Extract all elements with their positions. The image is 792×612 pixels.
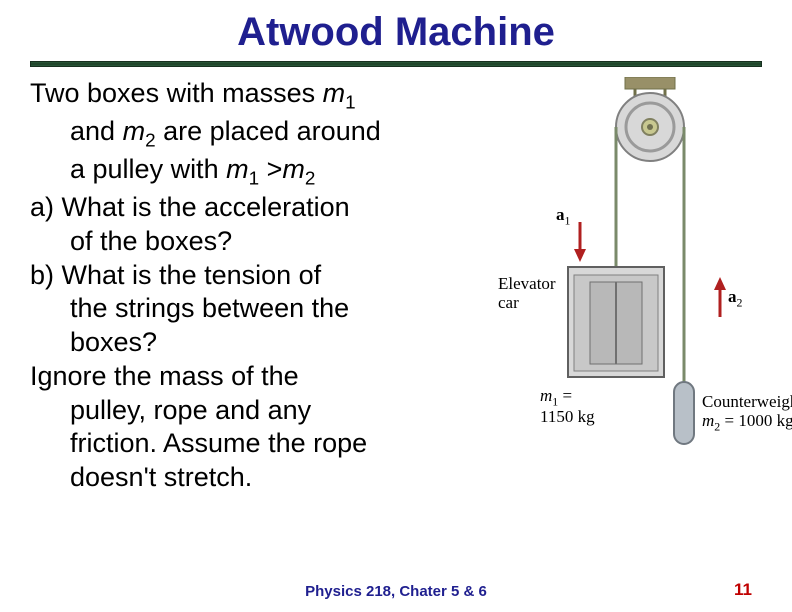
atwood-diagram: a1 Elevatorcar a2 m1 =1150 kg Counterwei… [520, 77, 770, 495]
question-a-line1: What is the acceleration [62, 192, 350, 222]
sub-1b: 1 [249, 168, 260, 189]
footer: Physics 218, Chater 5 & 6 [0, 583, 792, 600]
sub-2b: 2 [305, 168, 316, 189]
label-a1: a1 [556, 205, 570, 228]
page-number: 11 [734, 580, 752, 600]
question-b-line1: What is the tension of [62, 260, 322, 290]
label-counterweight: Counterweightm2 = 1000 kg [702, 393, 792, 433]
ignore-line4: doesn't stretch. [30, 461, 510, 495]
question-a-line2: of the boxes? [30, 225, 510, 259]
var-m2: m [123, 116, 146, 146]
footer-text: Physics 218, Chater 5 & 6 [305, 583, 487, 600]
question-a-label: a) [30, 192, 54, 222]
ignore-line1: Ignore the mass of the [30, 360, 510, 394]
gt-symbol: > [259, 154, 282, 184]
question-b-label: b) [30, 260, 54, 290]
sub-2: 2 [145, 130, 156, 151]
intro-placed: are placed around [156, 116, 381, 146]
intro-and: and [70, 116, 123, 146]
question-b-line2: the strings between the [30, 292, 510, 326]
label-m1: m1 =1150 kg [540, 387, 595, 427]
ignore-line3: friction. Assume the rope [30, 427, 510, 461]
var-m1: m [323, 78, 346, 108]
intro-pulley: a pulley with [70, 154, 226, 184]
sub-1: 1 [345, 92, 356, 113]
intro-text: Two boxes with masses [30, 78, 323, 108]
label-elevator: Elevatorcar [498, 275, 556, 312]
problem-text: Two boxes with masses m1 and m2 are plac… [30, 77, 510, 495]
question-b-line3: boxes? [30, 326, 510, 360]
title-underline [30, 61, 762, 67]
label-a2: a2 [728, 287, 742, 310]
var-m2b: m [282, 154, 305, 184]
var-m1b: m [226, 154, 249, 184]
page-title: Atwood Machine [30, 10, 762, 55]
ignore-line2: pulley, rope and any [30, 394, 510, 428]
